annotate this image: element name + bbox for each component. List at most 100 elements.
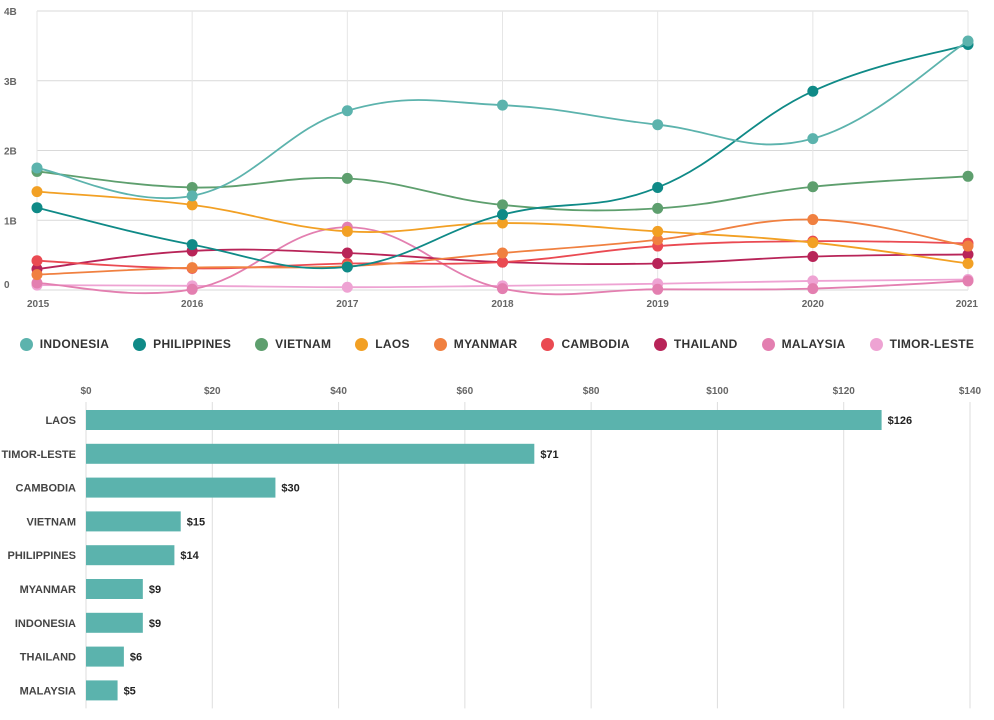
value-label-timor-leste: $71 (540, 449, 558, 461)
category-label-timor-leste: TIMOR-LESTE (1, 449, 76, 461)
data-point-thailand-2019 (652, 257, 664, 269)
legend-label: LAOS (375, 337, 410, 351)
data-point-vietnam-2021 (962, 170, 974, 182)
x-tick-label: $20 (204, 386, 221, 397)
x-tick-label: 2016 (181, 299, 204, 310)
bar-thailand (86, 646, 124, 667)
value-label-malaysia: $5 (124, 685, 136, 697)
data-point-philippines-2019 (652, 181, 664, 193)
x-tick-label: $140 (959, 386, 982, 397)
bar-myanmar (86, 579, 143, 599)
data-point-vietnam-2019 (652, 202, 664, 214)
category-label-laos: LAOS (45, 415, 76, 427)
y-tick-label: 2B (4, 147, 17, 158)
data-point-philippines-2020 (807, 85, 819, 97)
legend-label: THAILAND (673, 337, 738, 351)
line-chart: 0 1B 2B 3B 4B 2015 2016 2017 2018 2019 2020 2021 (4, 7, 979, 310)
legend-label: INDONESIA (39, 337, 110, 351)
legend-label: CAMBODIA (561, 337, 630, 351)
series-vietnam (31, 165, 974, 214)
legend-label: MALAYSIA (781, 337, 846, 351)
data-point-cambodia-2018 (497, 256, 508, 268)
legend-label: PHILIPPINES (153, 337, 232, 351)
legend-item-myanmar: MYANMAR (433, 337, 518, 351)
legend-item-vietnam: VIETNAM (255, 337, 331, 351)
data-point-vietnam-2020 (807, 181, 819, 193)
legend-label: VIETNAM (275, 337, 332, 351)
x-tick-label: $40 (330, 386, 347, 397)
y-tick-label: 3B (4, 77, 17, 88)
legend-swatch (133, 337, 147, 351)
bar-cambodia (86, 477, 276, 498)
data-point-thailand-2020 (807, 251, 819, 263)
x-tick-label: $0 (80, 386, 92, 397)
data-point-philippines-2018 (497, 209, 508, 221)
category-label-malaysia: MALAYSIA (20, 685, 76, 697)
data-point-indonesia-2017 (341, 105, 353, 117)
data-point-myanmar-2020 (807, 214, 819, 226)
series-indonesia (31, 35, 974, 202)
legend-swatch (541, 337, 555, 351)
legend-item-timor-leste: TIMOR-LESTE (869, 337, 975, 351)
data-point-myanmar-2019 (652, 234, 664, 246)
x-tick-label: 2020 (802, 299, 825, 310)
x-tick-label: 2021 (956, 299, 979, 310)
data-point-malaysia-2015 (31, 277, 43, 289)
value-label-myanmar: $9 (149, 584, 161, 596)
legend-swatch (19, 337, 33, 351)
legend-item-malaysia: MALAYSIA (761, 337, 846, 351)
data-point-laos-2020 (807, 237, 819, 249)
legend-item-philippines: PHILIPPINES (133, 337, 231, 351)
legend-swatch (433, 337, 447, 351)
x-tick-label: 2017 (336, 299, 359, 310)
legend-item-laos: LAOS (355, 337, 410, 351)
x-tick-label: 2019 (647, 299, 670, 310)
data-point-indonesia-2019 (652, 119, 664, 131)
data-point-timor-leste-2017 (341, 281, 353, 293)
bar-chart: $0 $20 $40 $60 $80 $100 $120 $140 LAOS $126 TIMOR-… (1, 386, 982, 709)
data-point-myanmar-2016 (186, 262, 198, 274)
data-point-myanmar-2015 (31, 269, 43, 281)
category-label-myanmar: MYANMAR (20, 584, 76, 596)
data-point-laos-2017 (341, 225, 353, 237)
data-point-laos-2015 (31, 186, 43, 198)
legend-item-indonesia: INDONESIA (19, 337, 110, 351)
y-tick-label: 1B (4, 216, 17, 227)
x-tick-label: $120 (833, 386, 856, 397)
data-point-laos-2018 (497, 217, 508, 229)
data-point-malaysia-2020 (807, 283, 819, 295)
legend-swatch (869, 337, 883, 351)
data-point-indonesia-2018 (497, 99, 508, 111)
legend-item-cambodia: CAMBODIA (541, 337, 630, 351)
y-tick-label: 0 (4, 280, 10, 291)
data-point-philippines-2017 (341, 261, 353, 273)
legend-swatch (653, 337, 667, 351)
data-point-malaysia-2019 (652, 283, 664, 295)
value-label-indonesia: $9 (149, 618, 161, 630)
bar-timor-leste (86, 443, 535, 464)
data-point-vietnam-2016 (186, 181, 198, 193)
line-chart-legend: INDONESIA PHILIPPINES VIETNAM LAOS MYANMAR CA… (0, 331, 994, 357)
data-point-indonesia-2021 (962, 35, 974, 47)
data-point-laos-2019 (652, 225, 664, 237)
x-tick-label: 2015 (27, 299, 50, 310)
data-point-myanmar-2021 (962, 240, 974, 252)
bar-malaysia (86, 680, 118, 701)
legend-label: TIMOR-LESTE (889, 337, 975, 351)
legend-swatch (761, 337, 775, 351)
data-point-laos-2021 (962, 257, 974, 269)
data-point-thailand-2017 (341, 247, 353, 259)
bar-philippines (86, 545, 175, 566)
bar-vietnam (86, 511, 181, 532)
legend-item-thailand: THAILAND (653, 337, 738, 351)
legend-label: MYANMAR (453, 337, 518, 351)
data-point-indonesia-2016 (186, 190, 198, 202)
data-point-philippines-2016 (186, 239, 198, 251)
category-label-cambodia: CAMBODIA (16, 483, 77, 495)
data-point-malaysia-2021 (962, 275, 974, 287)
x-tick-label: $100 (706, 386, 729, 397)
x-tick-label: $60 (457, 386, 474, 397)
data-point-vietnam-2017 (341, 172, 353, 184)
data-point-laos-2016 (186, 199, 198, 211)
data-point-malaysia-2018 (497, 283, 508, 295)
